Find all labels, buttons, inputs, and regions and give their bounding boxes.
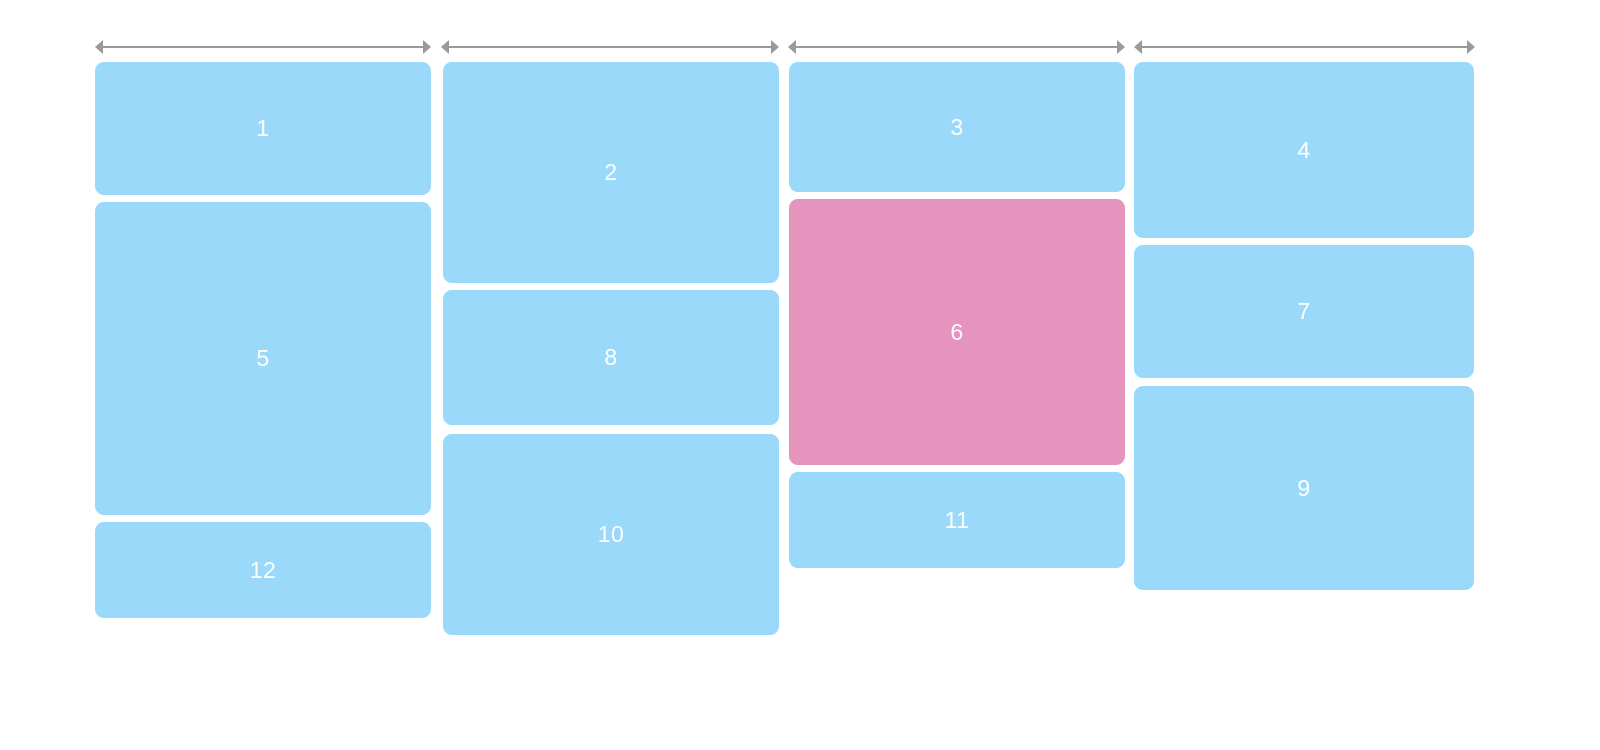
layout-box[interactable]: 6 (789, 199, 1125, 465)
measure-arrow-left-icon (441, 40, 449, 54)
measure-arrow-left-icon (788, 40, 796, 54)
layout-box[interactable]: 1 (95, 62, 431, 195)
measure-line (1140, 46, 1469, 48)
measure-line (447, 46, 773, 48)
column-1: 1 5 12 (95, 0, 431, 750)
measure-arrow-left-icon (95, 40, 103, 54)
column-2-width-measure (441, 40, 779, 54)
measure-arrow-right-icon (1467, 40, 1475, 54)
column-width-measure-row (0, 0, 1600, 60)
layout-box-label: 5 (256, 345, 270, 371)
layout-box[interactable]: 7 (1134, 245, 1474, 378)
layout-box-label: 10 (597, 521, 625, 547)
layout-box-label: 6 (950, 318, 964, 345)
layout-box-label: 1 (256, 115, 270, 141)
measure-arrow-right-icon (1117, 40, 1125, 54)
measure-arrow-left-icon (1134, 40, 1142, 54)
layout-box[interactable]: 12 (95, 522, 431, 618)
layout-box[interactable]: 10 (443, 434, 779, 635)
layout-box[interactable]: 5 (95, 202, 431, 515)
measure-arrow-right-icon (771, 40, 779, 54)
layout-box-label: 3 (950, 113, 964, 140)
layout-box[interactable]: 8 (443, 290, 779, 425)
column-1-width-measure (95, 40, 431, 54)
layout-box-label: 2 (604, 159, 618, 185)
column-4: 4 7 9 (1134, 0, 1474, 750)
column-3-width-measure (788, 40, 1125, 54)
layout-box-label: 8 (604, 344, 618, 370)
layout-box-label: 7 (1297, 298, 1311, 324)
column-4-width-measure (1134, 40, 1475, 54)
layout-box[interactable]: 4 (1134, 62, 1474, 238)
layout-box[interactable]: 2 (443, 62, 779, 283)
layout-box[interactable]: 11 (789, 472, 1125, 568)
layout-box[interactable]: 3 (789, 62, 1125, 192)
measure-arrow-right-icon (423, 40, 431, 54)
layout-box-label: 12 (249, 556, 277, 583)
layout-box-label: 11 (944, 506, 970, 533)
layout-box[interactable]: 9 (1134, 386, 1474, 590)
layout-box-label: 9 (1297, 474, 1311, 501)
column-2: 2 8 10 (443, 0, 779, 750)
column-3: 3 6 11 (789, 0, 1125, 750)
layout-box-label: 4 (1297, 136, 1311, 163)
measure-line (101, 46, 425, 48)
measure-line (794, 46, 1119, 48)
